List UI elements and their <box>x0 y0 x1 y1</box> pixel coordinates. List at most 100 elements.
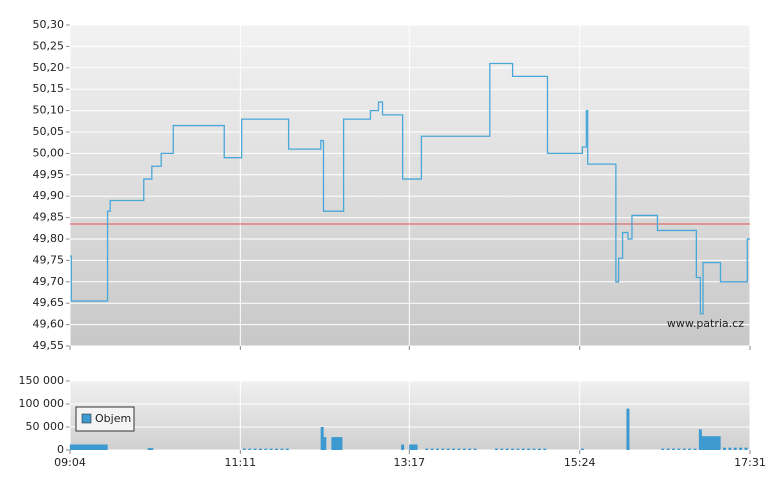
volume-bar <box>104 444 108 450</box>
volume-bar <box>323 437 327 450</box>
y-tick-label: 50 000 <box>26 420 65 433</box>
y-tick-label: 49,60 <box>33 318 65 331</box>
volume-bar <box>83 444 87 450</box>
y-tick-label: 49,80 <box>33 232 65 245</box>
volume-bar <box>150 448 154 450</box>
volume-bar <box>280 448 284 450</box>
volume-bar <box>85 444 89 450</box>
y-tick-label: 50,25 <box>33 39 65 52</box>
volume-bar <box>500 448 504 450</box>
volume-bar <box>527 448 531 450</box>
volume-bar <box>580 448 584 450</box>
volume-bar <box>242 448 246 450</box>
volume-bar <box>666 448 670 450</box>
volume-bar <box>698 429 702 450</box>
legend-swatch <box>81 413 92 424</box>
volume-bar <box>516 448 520 450</box>
volume-bar <box>253 448 257 450</box>
volume-bar <box>505 448 509 450</box>
y-tick-label: 50,00 <box>33 146 65 159</box>
price-line <box>70 62 750 315</box>
volume-bar <box>704 436 708 450</box>
volume-bar <box>80 444 84 450</box>
volume-bar <box>93 444 97 450</box>
volume-bar <box>441 448 445 450</box>
volume-bar <box>688 448 692 450</box>
volume-bar <box>723 447 727 450</box>
volume-bar <box>739 447 743 450</box>
volume-bar <box>712 436 716 450</box>
volume-bar <box>661 448 665 450</box>
volume-bar <box>532 448 536 450</box>
volume-bar <box>336 437 340 450</box>
volume-bar <box>339 437 343 450</box>
y-tick-label: 50,10 <box>33 104 65 117</box>
volume-bar <box>446 448 450 450</box>
volume-bar <box>258 448 262 450</box>
volume-bar <box>331 437 335 450</box>
y-tick-label: 150 000 <box>19 374 65 387</box>
y-tick-label: 49,70 <box>33 275 65 288</box>
volume-bar <box>677 448 681 450</box>
volume-bar <box>102 444 106 450</box>
volume-bar <box>96 444 100 450</box>
y-tick-label: 49,90 <box>33 189 65 202</box>
volume-bar <box>414 444 418 450</box>
volume-bar <box>425 448 429 450</box>
volume-bar <box>72 444 76 450</box>
volume-bar <box>714 436 718 450</box>
volume-bar <box>435 448 439 450</box>
volume-bar <box>411 444 415 450</box>
volume-bar <box>693 448 697 450</box>
volume-bar <box>682 448 686 450</box>
y-tick-label: 50,15 <box>33 82 65 95</box>
y-tick-label: 49,65 <box>33 296 65 309</box>
y-tick-label: 49,85 <box>33 211 65 224</box>
volume-bar <box>706 436 710 450</box>
y-tick-label: 49,95 <box>33 168 65 181</box>
volume-bar <box>717 436 721 450</box>
volume-bar <box>473 448 477 450</box>
volume-bar <box>91 444 95 450</box>
plot-area <box>70 25 750 346</box>
y-tick-label: 100 000 <box>19 397 65 410</box>
volume-bar <box>430 448 434 450</box>
volume-bar <box>248 448 252 450</box>
y-tick-label: 49,75 <box>33 253 65 266</box>
volume-bar <box>334 437 338 450</box>
volume-bar <box>320 427 324 450</box>
x-tick-label: 17:31 <box>734 456 766 469</box>
volume-bar <box>462 448 466 450</box>
x-tick-label: 11:11 <box>224 456 256 469</box>
y-tick-label: 50,30 <box>33 18 65 31</box>
watermark: www.patria.cz <box>667 317 744 330</box>
volume-bar <box>452 448 456 450</box>
volume-bar <box>77 444 81 450</box>
volume-bar <box>511 448 515 450</box>
volume-bar <box>275 448 279 450</box>
volume-bar <box>99 444 103 450</box>
volume-bar <box>543 448 547 450</box>
volume-bar <box>457 448 461 450</box>
y-tick-label: 49,55 <box>33 339 65 352</box>
legend-label: Objem <box>95 412 131 425</box>
volume-bar <box>264 448 268 450</box>
plot-area <box>70 381 750 450</box>
volume-bar <box>495 448 499 450</box>
volume-bar <box>728 447 732 450</box>
volume-bar <box>709 436 713 450</box>
volume-bar <box>409 444 413 450</box>
y-tick-label: 50,05 <box>33 125 65 138</box>
x-tick-label: 09:04 <box>54 456 86 469</box>
volume-bar <box>537 448 541 450</box>
volume-bar <box>672 448 676 450</box>
volume-bar <box>521 448 525 450</box>
volume-bar <box>626 408 630 450</box>
volume-bar <box>468 448 472 450</box>
x-tick-label: 13:17 <box>393 456 425 469</box>
volume-bar <box>701 436 705 450</box>
volume-bar <box>285 448 289 450</box>
volume-bar <box>147 448 151 450</box>
y-tick-label: 50,20 <box>33 61 65 74</box>
volume-bar <box>75 444 79 450</box>
